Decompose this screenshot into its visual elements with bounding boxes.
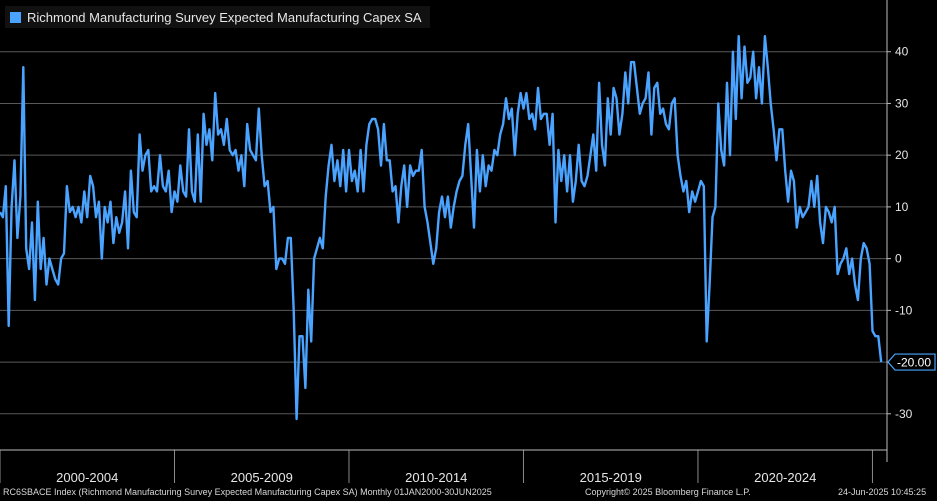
y-tick-label: 30 <box>895 96 909 110</box>
y-tick-label: 20 <box>895 148 909 162</box>
last-value-badge <box>887 353 936 371</box>
series-group <box>0 35 883 421</box>
x-axis-dividers <box>0 450 873 483</box>
y-tick-label: -30 <box>895 407 913 421</box>
footer-copyright: Copyright© 2025 Bloomberg Finance L.P. <box>585 487 751 497</box>
last-value-label: -20.00 <box>897 356 931 370</box>
footer-timestamp: 24-Jun-2025 10:45:25 <box>838 487 927 497</box>
x-tick-label: 2005-2009 <box>231 470 293 485</box>
x-tick-label: 2020-2024 <box>754 470 816 485</box>
y-tick-label: -10 <box>895 303 913 317</box>
legend-swatch <box>10 11 21 23</box>
y-tick-label: 40 <box>895 45 909 59</box>
x-tick-label: 2000-2004 <box>56 470 118 485</box>
footer-ticker-info: RC6SBACE Index (Richmond Manufacturing S… <box>3 487 492 497</box>
legend-label: Richmond Manufacturing Survey Expected M… <box>27 9 422 25</box>
x-tick-labels: 2000-2004 2005-2009 2010-2014 2015-2019 2020… <box>56 470 816 485</box>
series-line <box>0 35 883 421</box>
legend: Richmond Manufacturing Survey Expected M… <box>5 6 430 28</box>
last-value-marker: -20.00 <box>887 353 936 371</box>
y-tick-label: 0 <box>895 252 902 266</box>
x-tick-label: 2010-2014 <box>405 470 467 485</box>
y-tick-label: 10 <box>895 200 909 214</box>
x-tick-label: 2015-2019 <box>580 470 642 485</box>
axes <box>0 0 888 462</box>
